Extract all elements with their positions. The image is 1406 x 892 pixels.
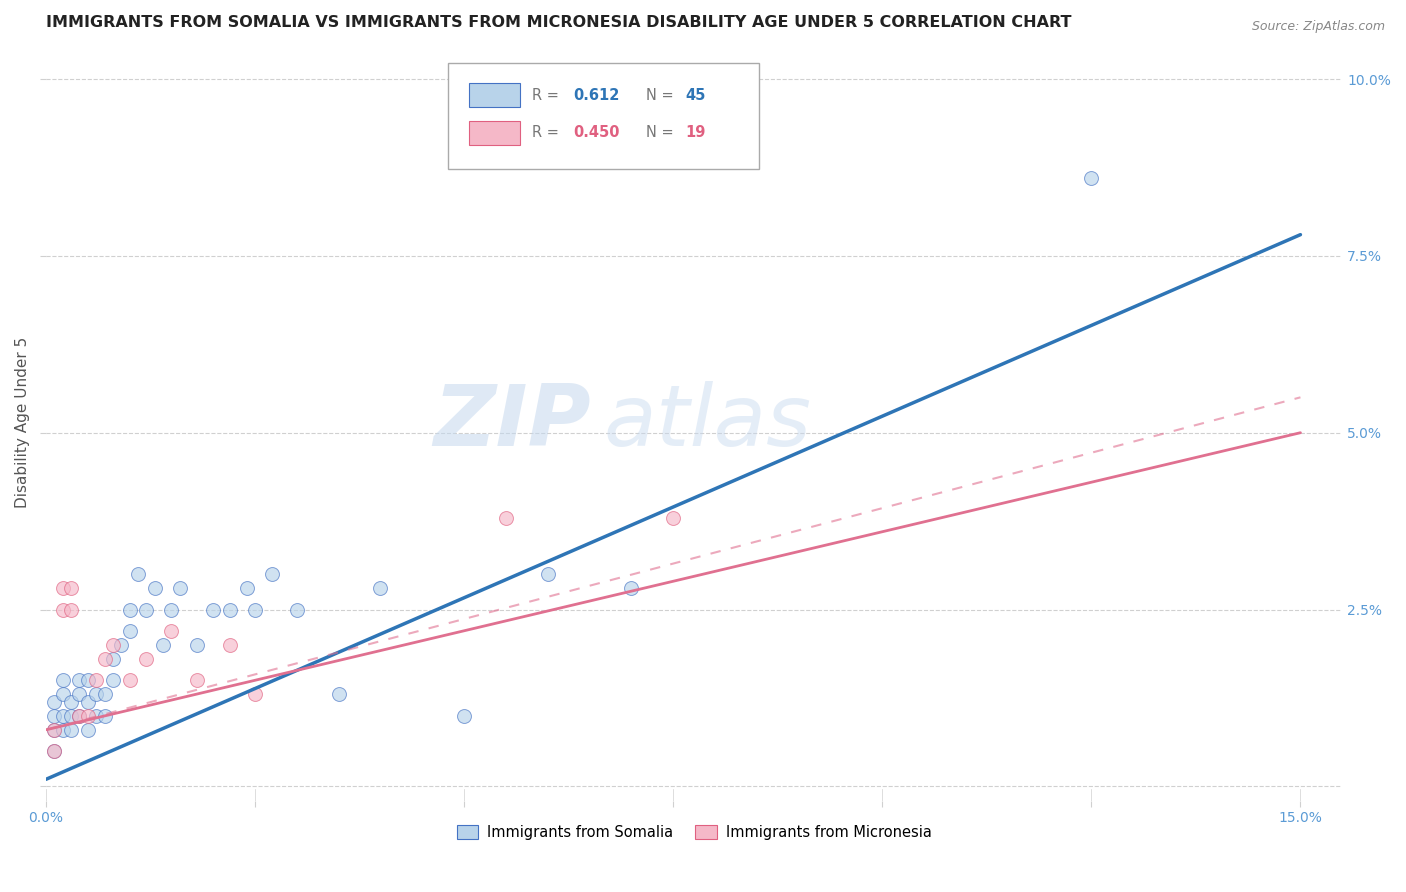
Point [143,582,166,596]
Text: 0.612: 0.612 [574,87,620,103]
Point [537,567,560,582]
Point [60,602,83,616]
Text: N =: N = [647,87,673,103]
Point [44,744,66,758]
Point [620,582,643,596]
Point [260,567,283,582]
Point [118,624,141,638]
Point [118,602,141,616]
Point [101,652,124,666]
Point [127,567,149,582]
Point [76,708,98,723]
FancyBboxPatch shape [449,62,759,169]
Point [44,723,66,737]
Point [160,624,183,638]
Text: atlas: atlas [603,381,811,464]
Text: ZIP: ZIP [433,381,591,464]
Text: R =: R = [531,126,560,140]
Point [60,694,83,708]
Point [52,673,75,688]
Point [44,744,66,758]
Point [76,673,98,688]
FancyBboxPatch shape [468,83,520,107]
Point [44,694,66,708]
Point [60,723,83,737]
Point [67,708,90,723]
Point [44,723,66,737]
Point [52,602,75,616]
Point [285,602,308,616]
Point [93,652,115,666]
Text: IMMIGRANTS FROM SOMALIA VS IMMIGRANTS FROM MICRONESIA DISABILITY AGE UNDER 5 COR: IMMIGRANTS FROM SOMALIA VS IMMIGRANTS FR… [46,15,1071,30]
Point [243,602,266,616]
Point [662,510,685,524]
Y-axis label: Disability Age Under 5: Disability Age Under 5 [15,336,30,508]
Point [52,708,75,723]
Point [84,708,107,723]
Point [101,673,124,688]
Point [76,723,98,737]
Point [135,652,157,666]
Text: 45: 45 [685,87,706,103]
Point [93,688,115,702]
Point [135,602,157,616]
Text: N =: N = [647,126,673,140]
Point [370,582,392,596]
Point [76,694,98,708]
Point [495,510,517,524]
Point [60,708,83,723]
Point [169,582,191,596]
Point [202,602,225,616]
Point [67,688,90,702]
Legend: Immigrants from Somalia, Immigrants from Micronesia: Immigrants from Somalia, Immigrants from… [451,820,938,847]
Point [186,638,208,652]
Point [453,708,475,723]
Point [243,688,266,702]
Point [52,723,75,737]
Point [93,708,115,723]
Point [235,582,257,596]
Point [44,708,66,723]
Point [84,688,107,702]
Point [110,638,132,652]
Point [84,673,107,688]
Text: 0.450: 0.450 [574,126,620,140]
FancyBboxPatch shape [468,121,520,145]
Text: R =: R = [531,87,560,103]
Point [1080,171,1102,186]
Point [60,582,83,596]
Point [219,638,242,652]
Point [52,582,75,596]
Point [67,708,90,723]
Point [52,688,75,702]
Point [328,688,350,702]
Text: Source: ZipAtlas.com: Source: ZipAtlas.com [1251,20,1385,33]
Text: 19: 19 [685,126,706,140]
Point [160,602,183,616]
Point [101,638,124,652]
Point [118,673,141,688]
Point [186,673,208,688]
Point [152,638,174,652]
Point [67,673,90,688]
Point [219,602,242,616]
